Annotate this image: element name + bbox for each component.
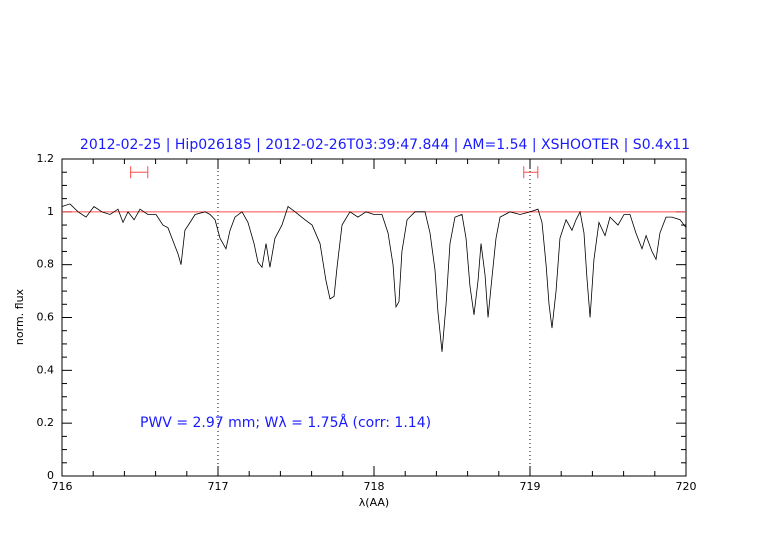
- x-tick-label: 716: [52, 480, 73, 493]
- annotation: PWV = 2.97 mm; Wλ = 1.75Å (corr: 1.14): [140, 414, 431, 431]
- x-tick-label: 718: [364, 480, 385, 493]
- y-axis-label: norm. flux: [13, 288, 26, 345]
- x-tick-label: 719: [520, 480, 541, 493]
- y-tick-label: 0.6: [37, 311, 55, 324]
- chart-title: 2012-02-25 | Hip026185 | 2012-02-26T03:3…: [80, 137, 690, 153]
- y-tick-label: 1: [47, 205, 54, 218]
- spectrum-line: [61, 203, 687, 352]
- y-tick-label: 1.2: [37, 152, 55, 165]
- x-tick-label: 720: [676, 480, 697, 493]
- y-tick-label: 0.4: [37, 363, 55, 376]
- range-marker: [130, 166, 149, 179]
- y-tick-label: 0.2: [37, 416, 55, 429]
- x-axis-label: λ(AA): [359, 496, 389, 509]
- y-tick-label: 0.8: [37, 258, 55, 271]
- range-marker: [523, 166, 539, 179]
- x-tick-label: 717: [208, 480, 229, 493]
- y-tick-label: 0: [47, 469, 54, 482]
